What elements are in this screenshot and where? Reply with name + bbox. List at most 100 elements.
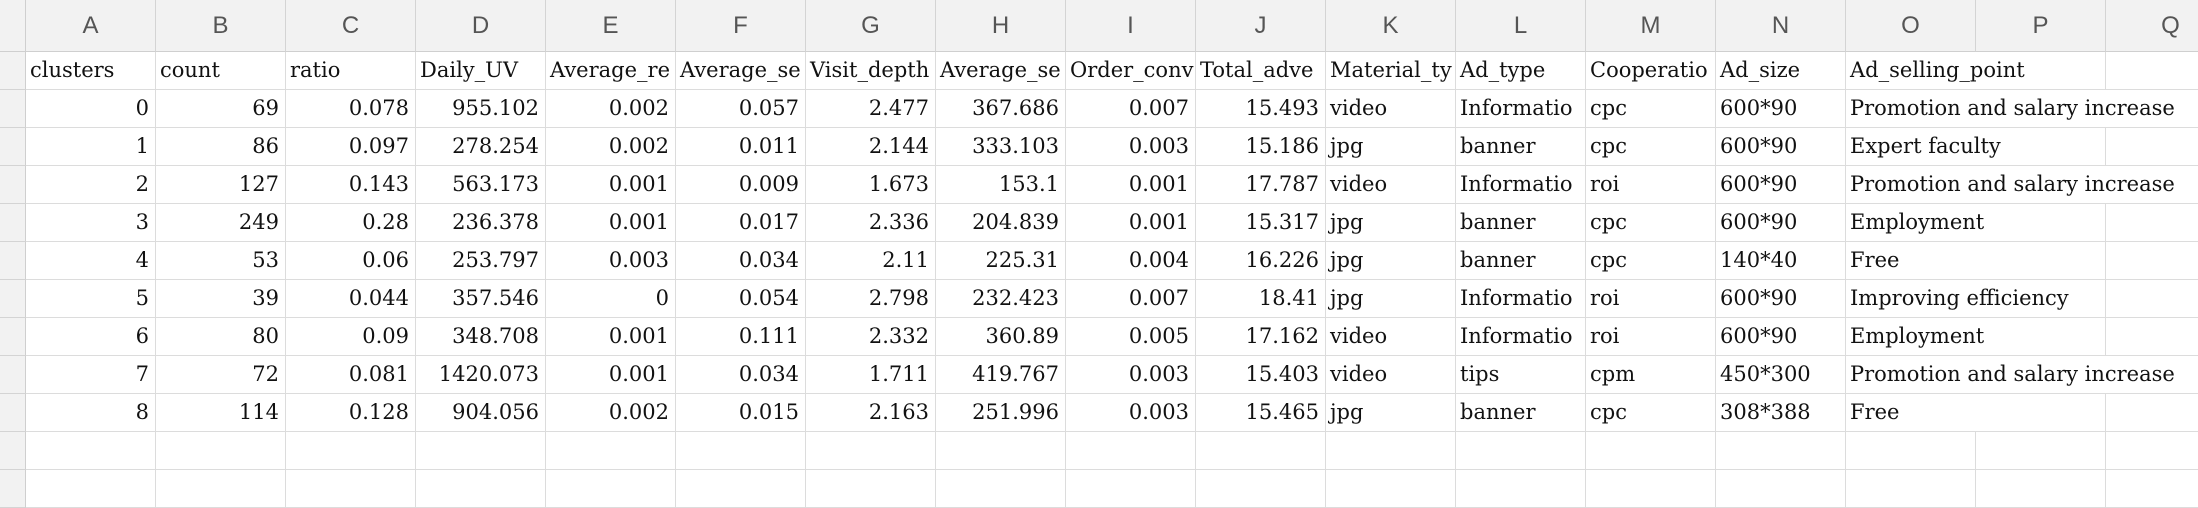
data-cell[interactable]: 600*90 xyxy=(1716,90,1846,128)
data-cell[interactable]: jpg xyxy=(1326,204,1456,242)
data-cell[interactable]: 39 xyxy=(156,280,286,318)
data-cell[interactable]: 15.317 xyxy=(1196,204,1326,242)
empty-cell[interactable] xyxy=(936,470,1066,508)
empty-cell[interactable] xyxy=(156,470,286,508)
data-cell[interactable]: 7 xyxy=(26,356,156,394)
data-cell[interactable]: 0.128 xyxy=(286,394,416,432)
column-header-o[interactable]: O xyxy=(1846,0,1976,52)
data-cell[interactable]: 0.057 xyxy=(676,90,806,128)
empty-cell[interactable] xyxy=(26,432,156,470)
row-header[interactable] xyxy=(0,432,26,470)
data-cell[interactable]: 0.054 xyxy=(676,280,806,318)
data-cell[interactable]: 0.004 xyxy=(1066,242,1196,280)
empty-cell[interactable] xyxy=(2106,432,2198,470)
data-cell[interactable]: tips xyxy=(1456,356,1586,394)
data-cell[interactable]: 0.001 xyxy=(546,356,676,394)
header-cell[interactable]: Average_se xyxy=(936,52,1066,90)
data-cell[interactable]: 600*90 xyxy=(1716,128,1846,166)
row-header[interactable] xyxy=(0,128,26,166)
data-cell[interactable]: 153.1 xyxy=(936,166,1066,204)
data-cell[interactable]: 0.097 xyxy=(286,128,416,166)
empty-cell[interactable] xyxy=(1716,432,1846,470)
data-cell[interactable]: banner xyxy=(1456,128,1586,166)
data-cell[interactable]: 2.332 xyxy=(806,318,936,356)
data-cell[interactable]: 0.034 xyxy=(676,356,806,394)
data-cell[interactable]: 0.009 xyxy=(676,166,806,204)
data-cell[interactable]: 15.465 xyxy=(1196,394,1326,432)
data-cell[interactable]: cpm xyxy=(1586,356,1716,394)
empty-cell[interactable] xyxy=(1976,432,2106,470)
header-cell[interactable]: Ad_selling_point xyxy=(1846,52,2198,90)
data-cell[interactable]: 955.102 xyxy=(416,90,546,128)
data-cell[interactable]: roi xyxy=(1586,280,1716,318)
data-cell[interactable]: Informatio xyxy=(1456,166,1586,204)
column-header-a[interactable]: A xyxy=(26,0,156,52)
empty-cell[interactable] xyxy=(286,470,416,508)
data-cell[interactable]: 0.003 xyxy=(1066,394,1196,432)
data-cell[interactable]: 17.162 xyxy=(1196,318,1326,356)
data-cell[interactable]: 16.226 xyxy=(1196,242,1326,280)
empty-cell[interactable] xyxy=(676,470,806,508)
data-cell[interactable]: 86 xyxy=(156,128,286,166)
data-cell[interactable]: 904.056 xyxy=(416,394,546,432)
data-cell[interactable]: 0.034 xyxy=(676,242,806,280)
data-cell[interactable]: 0.007 xyxy=(1066,90,1196,128)
data-cell[interactable]: 333.103 xyxy=(936,128,1066,166)
column-header-d[interactable]: D xyxy=(416,0,546,52)
column-header-b[interactable]: B xyxy=(156,0,286,52)
data-cell[interactable]: 0.001 xyxy=(1066,204,1196,242)
data-cell[interactable]: roi xyxy=(1586,166,1716,204)
data-cell[interactable]: 2.144 xyxy=(806,128,936,166)
column-header-p[interactable]: P xyxy=(1976,0,2106,52)
empty-cell[interactable] xyxy=(416,432,546,470)
data-cell[interactable]: 15.403 xyxy=(1196,356,1326,394)
header-cell[interactable]: ratio xyxy=(286,52,416,90)
row-header[interactable] xyxy=(0,356,26,394)
data-cell[interactable]: 5 xyxy=(26,280,156,318)
row-header[interactable] xyxy=(0,470,26,508)
row-header[interactable] xyxy=(0,318,26,356)
data-cell[interactable]: Employment xyxy=(1846,318,2198,356)
empty-cell[interactable] xyxy=(2106,470,2198,508)
data-cell[interactable]: 563.173 xyxy=(416,166,546,204)
data-cell[interactable]: 0.005 xyxy=(1066,318,1196,356)
empty-cell[interactable] xyxy=(26,470,156,508)
empty-cell[interactable] xyxy=(1586,470,1716,508)
row-header[interactable] xyxy=(0,90,26,128)
data-cell[interactable]: 348.708 xyxy=(416,318,546,356)
column-header-e[interactable]: E xyxy=(546,0,676,52)
data-cell[interactable]: 0.001 xyxy=(546,204,676,242)
data-cell[interactable]: 69 xyxy=(156,90,286,128)
data-cell[interactable]: Improving efficiency xyxy=(1846,280,2198,318)
data-cell[interactable]: 0.002 xyxy=(546,394,676,432)
data-cell[interactable]: 0.044 xyxy=(286,280,416,318)
empty-cell[interactable] xyxy=(1586,432,1716,470)
data-cell[interactable]: 2.163 xyxy=(806,394,936,432)
empty-cell[interactable] xyxy=(1066,470,1196,508)
data-cell[interactable]: 600*90 xyxy=(1716,280,1846,318)
header-cell[interactable]: Visit_depth xyxy=(806,52,936,90)
row-header[interactable] xyxy=(0,242,26,280)
data-cell[interactable]: 6 xyxy=(26,318,156,356)
empty-cell[interactable] xyxy=(546,432,676,470)
data-cell[interactable]: 367.686 xyxy=(936,90,1066,128)
empty-cell[interactable] xyxy=(1846,470,1976,508)
data-cell[interactable]: 0 xyxy=(26,90,156,128)
data-cell[interactable]: 15.186 xyxy=(1196,128,1326,166)
data-cell[interactable]: 0.003 xyxy=(1066,356,1196,394)
data-cell[interactable]: banner xyxy=(1456,242,1586,280)
data-cell[interactable]: 236.378 xyxy=(416,204,546,242)
empty-cell[interactable] xyxy=(1456,470,1586,508)
data-cell[interactable]: 0.081 xyxy=(286,356,416,394)
data-cell[interactable]: Free xyxy=(1846,394,2198,432)
data-cell[interactable]: 232.423 xyxy=(936,280,1066,318)
header-cell[interactable]: Material_ty xyxy=(1326,52,1456,90)
row-header[interactable] xyxy=(0,166,26,204)
empty-cell[interactable] xyxy=(1066,432,1196,470)
data-cell[interactable]: 0.002 xyxy=(546,90,676,128)
column-header-n[interactable]: N xyxy=(1716,0,1846,52)
data-cell[interactable]: 114 xyxy=(156,394,286,432)
row-header[interactable] xyxy=(0,204,26,242)
empty-cell[interactable] xyxy=(156,432,286,470)
data-cell[interactable]: 2.336 xyxy=(806,204,936,242)
